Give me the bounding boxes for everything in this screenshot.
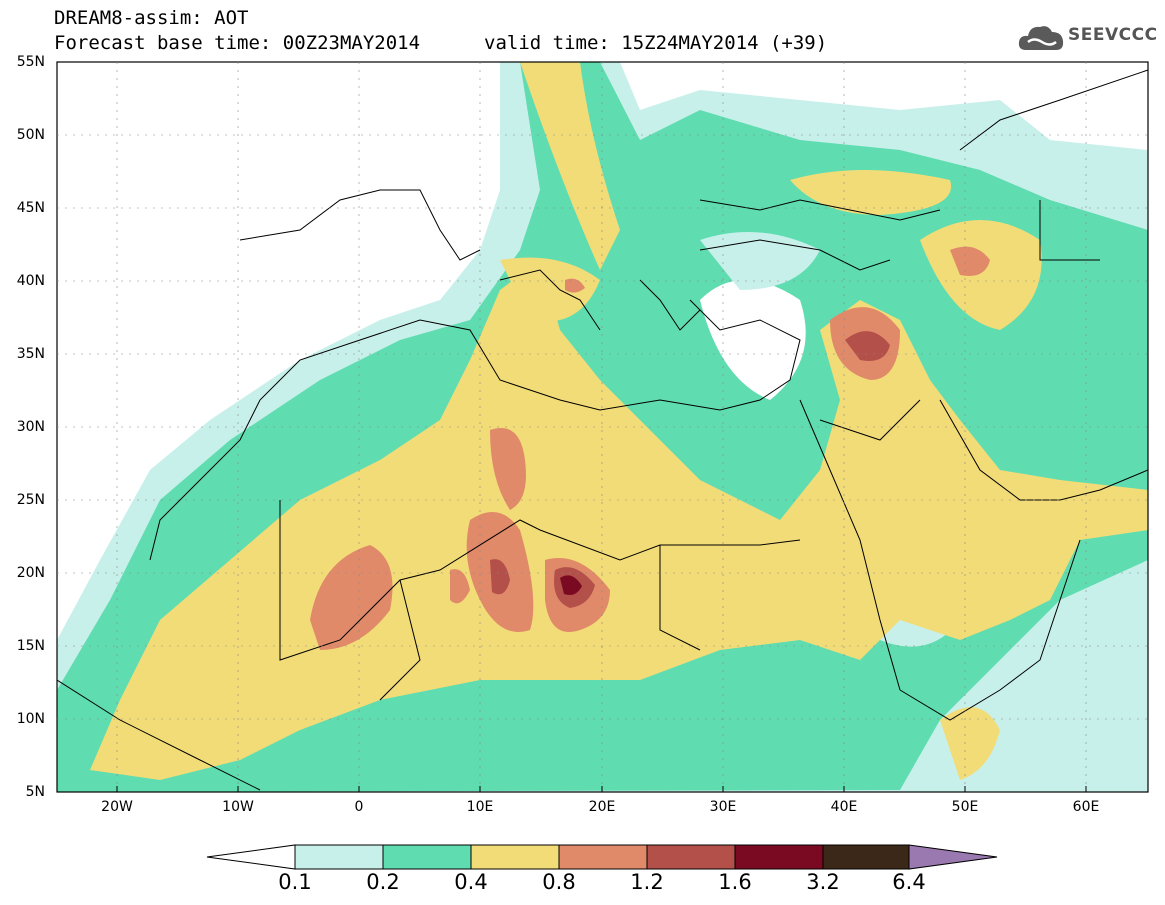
gridlines — [57, 62, 1148, 792]
lat-label: 40N — [16, 273, 45, 289]
lon-label: 0 — [354, 799, 364, 815]
axis-ticks — [116, 786, 1087, 792]
valid-time: valid time: 15Z24MAY2014 (+39) — [484, 32, 828, 54]
lon-label: 60E — [1072, 799, 1100, 815]
cloud-icon — [1018, 26, 1064, 50]
colorbar-label: 6.4 — [892, 870, 926, 894]
lat-label: 5N — [25, 784, 45, 800]
colorbar — [206, 844, 998, 870]
lat-label: 50N — [16, 127, 45, 143]
lon-label: 40E — [830, 799, 858, 815]
lat-label: 20N — [16, 565, 45, 581]
colorbar-label: 3.2 — [806, 870, 840, 894]
colorbar-seg-3 — [470, 844, 560, 870]
aot-contour-1-6 — [560, 575, 582, 595]
lon-label: 50E — [951, 799, 979, 815]
lat-label: 15N — [16, 638, 45, 654]
lat-label: 35N — [16, 346, 45, 362]
lat-label: 55N — [16, 54, 45, 70]
aot-contour-0-4 — [90, 260, 1148, 780]
colorbar-label: 1.2 — [630, 870, 664, 894]
lon-label: 30E — [709, 799, 737, 815]
seevccc-logo: SEEVCCC — [1018, 20, 1157, 56]
aot-contour-0-8 — [310, 545, 393, 650]
colorbar-seg-2 — [382, 844, 472, 870]
colorbar-seg-8 — [908, 844, 998, 870]
logo-text: SEEVCCC — [1068, 25, 1158, 45]
forecast-base-time: Forecast base time: 00Z23MAY2014 — [54, 32, 421, 54]
colorbar-label: 0.4 — [454, 870, 488, 894]
colorbar-seg-1 — [294, 844, 384, 870]
colorbar-label: 0.8 — [542, 870, 576, 894]
colorbar-seg-7 — [822, 844, 910, 870]
lat-label: 25N — [16, 492, 45, 508]
lon-label: 10E — [466, 799, 494, 815]
lat-label: 45N — [16, 200, 45, 216]
colorbar-label: 0.1 — [278, 870, 312, 894]
coastlines — [57, 69, 1148, 791]
lon-label: 10W — [222, 799, 254, 815]
colorbar-label: 0.2 — [366, 870, 400, 894]
colorbar-label: 1.6 — [718, 870, 752, 894]
colorbar-seg-0 — [206, 844, 296, 870]
aot-contour-1-2 — [490, 559, 510, 595]
colorbar-seg-4 — [558, 844, 648, 870]
lat-label: 30N — [16, 419, 45, 435]
lon-label: 20W — [101, 799, 133, 815]
lon-label: 20E — [588, 799, 616, 815]
colorbar-seg-5 — [646, 844, 736, 870]
colorbar-seg-6 — [734, 844, 824, 870]
map-title: DREAM8-assim: AOT — [54, 7, 249, 29]
lat-label: 10N — [16, 711, 45, 727]
